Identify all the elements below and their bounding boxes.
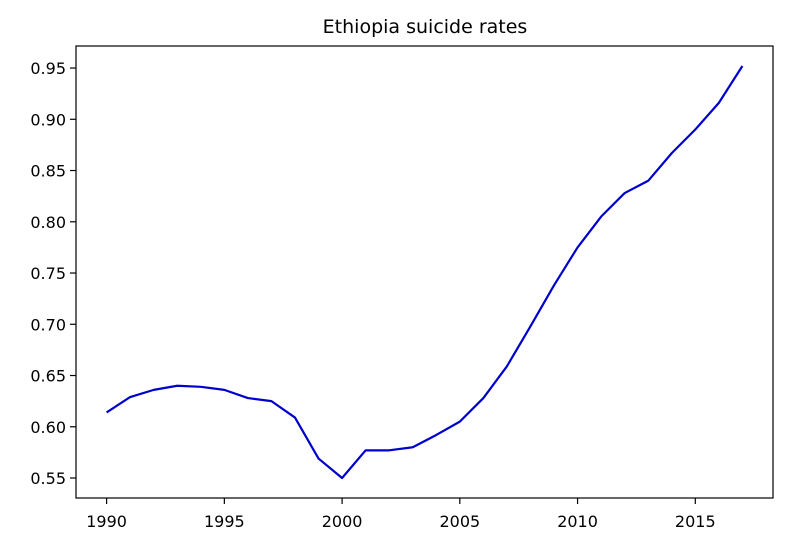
series-line	[106, 65, 744, 480]
x-tick-label: 2015	[675, 512, 716, 531]
y-tick-label: 0.75	[30, 264, 66, 283]
series-layer	[106, 65, 744, 480]
y-tick-label: 0.70	[30, 315, 66, 334]
x-tick-label: 2010	[557, 512, 598, 531]
y-tick-label: 0.95	[30, 59, 66, 78]
y-axis: 0.55 0.60 0.65 0.70 0.75 0.80 0.85 0.90 0.95	[30, 59, 76, 488]
y-tick-label: 0.80	[30, 213, 66, 232]
y-tick-label: 0.55	[30, 469, 66, 488]
plot-frame	[75, 45, 774, 499]
x-tick-label: 1990	[86, 512, 127, 531]
x-tick-label: 2005	[439, 512, 480, 531]
x-tick-label: 1995	[204, 512, 245, 531]
chart-title: Ethiopia suicide rates	[323, 16, 528, 38]
y-tick-label: 0.60	[30, 418, 66, 437]
y-tick-label: 0.85	[30, 162, 66, 181]
x-axis: 1990 1995 2000 2005 2010 2015	[86, 498, 716, 531]
y-tick-label: 0.65	[30, 367, 66, 386]
y-tick-label: 0.90	[30, 110, 66, 129]
x-tick-label: 2000	[322, 512, 363, 531]
